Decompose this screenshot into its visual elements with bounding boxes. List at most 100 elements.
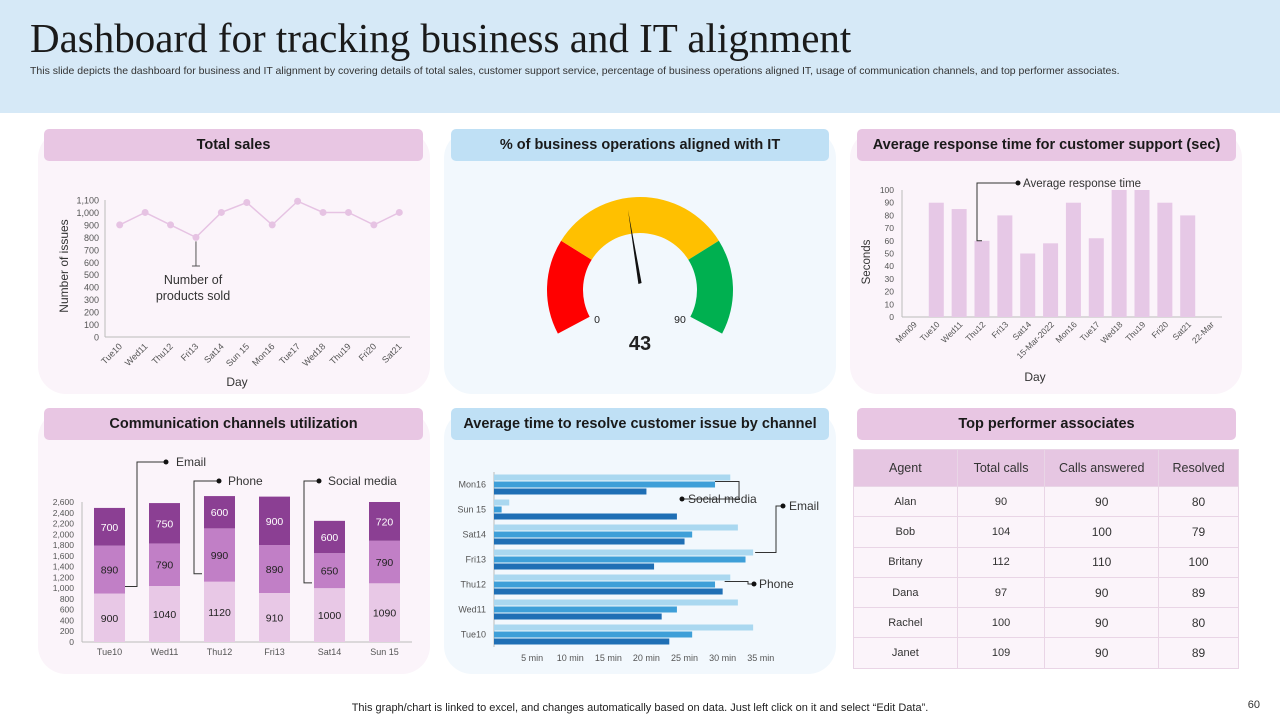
segment-value-label: 890 xyxy=(266,564,284,576)
x-tick-label: Sun 15 xyxy=(370,647,399,657)
resolved: 79 xyxy=(1158,516,1239,548)
total-calls: 109 xyxy=(956,637,1046,669)
segment-value-label: 700 xyxy=(101,522,119,534)
total-sales-title: Total sales xyxy=(44,129,423,161)
y-tick-label: 200 xyxy=(84,308,99,318)
gauge-value-label: 43 xyxy=(629,333,651,355)
resolved: 89 xyxy=(1158,637,1239,669)
x-tick-label: Mon16 xyxy=(1053,319,1079,345)
y-tick-label: Mon16 xyxy=(458,480,486,490)
resolve-bar-phone xyxy=(494,513,677,520)
y-tick-label: 300 xyxy=(84,295,99,305)
sales-point xyxy=(395,208,403,216)
y-tick-label: 40 xyxy=(885,261,895,271)
sales-point xyxy=(268,221,276,229)
x-tick-label: Mon16 xyxy=(250,341,277,368)
agent-name: Rachel xyxy=(853,607,958,639)
agent-name: Britany xyxy=(853,546,958,578)
gauge-yellow-segment xyxy=(561,197,719,260)
response-bar xyxy=(997,215,1013,317)
resolve-bar-social-media xyxy=(494,556,746,563)
stack-segment-email xyxy=(204,528,235,582)
callout-dot xyxy=(780,503,786,509)
y-tick-label: 30 xyxy=(885,274,895,284)
stack-segment-phone xyxy=(314,588,345,642)
resolve-bar-phone xyxy=(494,613,662,620)
response-bar xyxy=(1020,253,1036,317)
resolve-bar-social-media xyxy=(494,581,716,588)
total-calls: 90 xyxy=(956,485,1046,518)
total-calls: 97 xyxy=(956,576,1046,609)
x-tick-label: Sat21 xyxy=(380,341,404,365)
agent-name: Alan xyxy=(853,485,958,518)
table-row: Dana 97 90 89 xyxy=(853,576,1239,609)
x-tick-label: Thu12 xyxy=(207,647,233,657)
x-tick-label: 15 min xyxy=(595,653,622,663)
agent-name: Dana xyxy=(853,576,958,609)
y-tick-label: 2,000 xyxy=(53,529,75,539)
sales-line xyxy=(119,200,400,239)
segment-value-label: 1120 xyxy=(208,607,231,619)
callout-dot xyxy=(679,496,685,502)
total-calls: 100 xyxy=(956,607,1046,639)
gauge-green-segment xyxy=(688,240,733,334)
table-row: Bob 104 100 79 xyxy=(853,516,1239,548)
segment-value-label: 1090 xyxy=(373,608,397,620)
y-tick-label: 1,600 xyxy=(53,551,75,561)
alignment-gauge: 0 90 43 xyxy=(547,197,733,355)
response-bar xyxy=(1088,238,1104,317)
stack-segment-email xyxy=(369,540,400,584)
x-tick-label: Wed11 xyxy=(939,319,965,345)
callout-label-email: Email xyxy=(789,499,819,513)
x-tick-label: 22-Mar xyxy=(1190,319,1216,345)
legend-connector xyxy=(976,182,1018,242)
col-calls-answered: Calls answered xyxy=(1044,449,1160,487)
x-tick-label: Sun 15 xyxy=(224,341,251,368)
x-tick-label: Wed11 xyxy=(151,647,179,657)
x-tick-label: Tue17 xyxy=(277,341,302,366)
segment-value-label: 910 xyxy=(266,613,284,625)
callout-connector xyxy=(193,480,221,575)
resolved: 80 xyxy=(1158,485,1239,518)
y-tick-label: 800 xyxy=(84,233,99,243)
y-tick-label: 1,800 xyxy=(53,540,75,550)
gauge-max-label: 90 xyxy=(674,314,686,326)
calls-answered: 100 xyxy=(1044,516,1160,548)
y-tick-label: 2,400 xyxy=(53,508,75,518)
resolve-bar-social-media xyxy=(494,481,716,488)
stack-segment-email xyxy=(149,543,180,586)
x-tick-label: Wed11 xyxy=(123,341,150,368)
col-total-calls: Total calls xyxy=(956,449,1046,487)
performers-header-row: Agent Total calls Calls answered Resolve… xyxy=(853,449,1239,487)
x-axis-title: Day xyxy=(1024,370,1045,384)
footer-note: This graph/chart is linked to excel, and… xyxy=(351,702,929,714)
callout-connector xyxy=(755,505,782,553)
stack-segment-social-media xyxy=(204,496,235,529)
callout-connector xyxy=(125,461,166,588)
sales-point xyxy=(217,208,225,216)
stack-segment-email xyxy=(94,545,125,594)
sales-point xyxy=(141,208,149,216)
resolved: 80 xyxy=(1158,607,1239,639)
y-tick-label: Sun 15 xyxy=(457,505,486,515)
stack-segment-email xyxy=(314,553,345,589)
channels-chart: 02004006008001,0001,2001,4001,6001,8002,… xyxy=(53,455,412,657)
callout-label-social-media: Social media xyxy=(688,492,757,506)
sales-point xyxy=(294,197,302,205)
callout-connector xyxy=(724,581,753,585)
resolved: 89 xyxy=(1158,576,1239,609)
segment-value-label: 1000 xyxy=(318,610,342,622)
stack-segment-social-media xyxy=(369,502,400,541)
x-tick-label: Tue10 xyxy=(918,319,942,343)
segment-value-label: 600 xyxy=(321,532,339,544)
total-calls: 112 xyxy=(956,546,1046,578)
x-tick-label: Thu19 xyxy=(1123,319,1147,343)
performers-title: Top performer associates xyxy=(857,408,1236,440)
y-tick-label: 1,200 xyxy=(53,572,75,582)
sales-point xyxy=(344,208,352,216)
resolve-bar-phone xyxy=(494,488,647,495)
resolve-bar-email xyxy=(494,624,754,631)
y-axis-title: Seconds xyxy=(861,239,873,284)
y-tick-label: 20 xyxy=(885,287,895,297)
calls-answered: 90 xyxy=(1044,637,1160,669)
